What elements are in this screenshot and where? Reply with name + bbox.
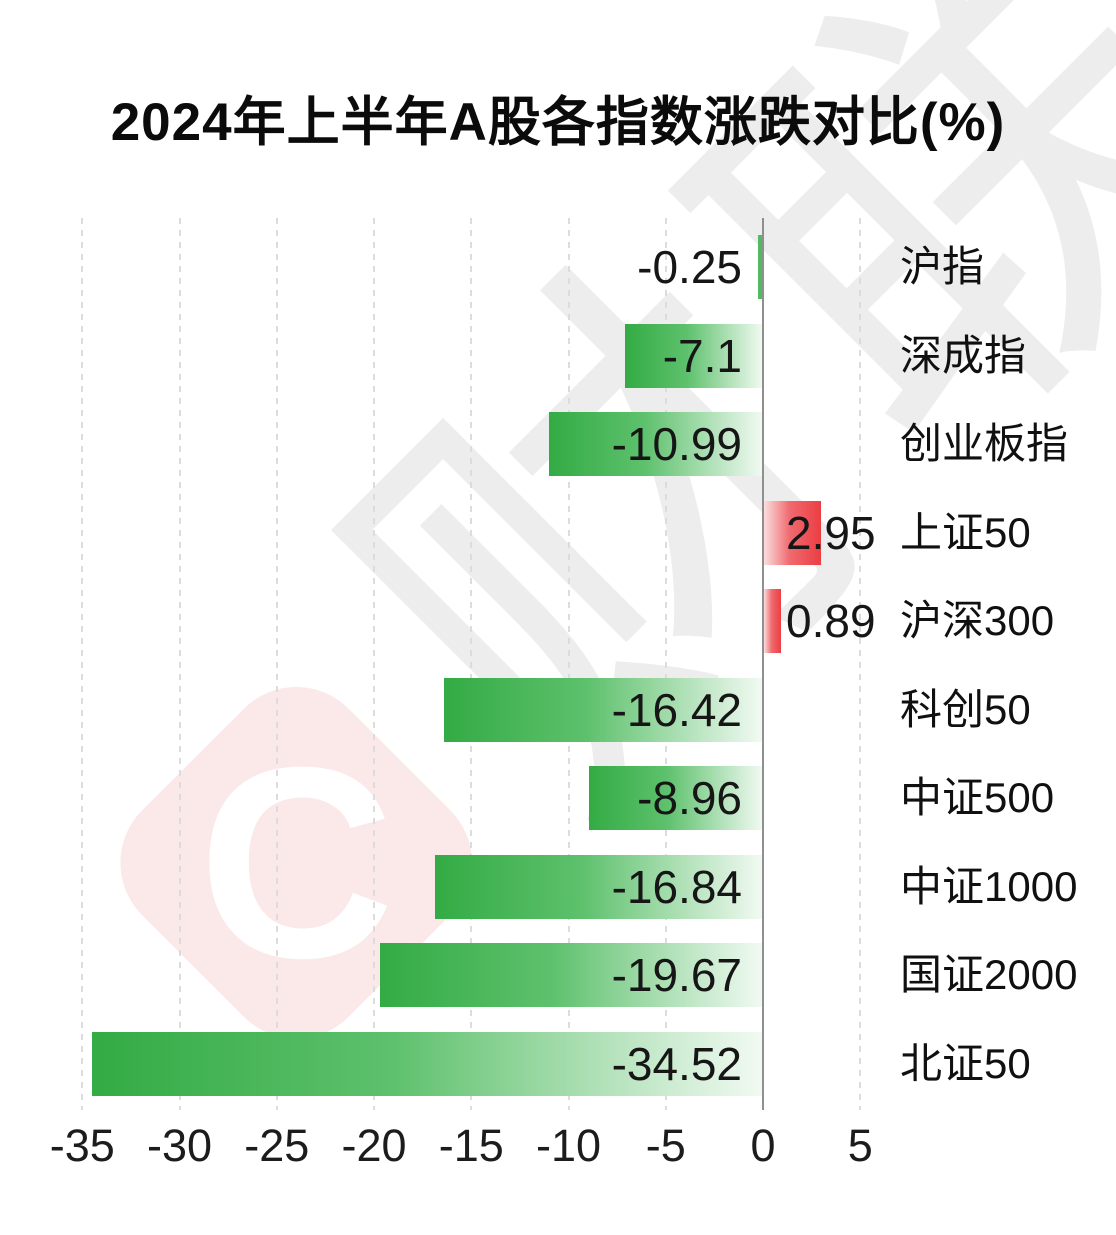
bar-category-label: 深成指 <box>900 331 1027 379</box>
x-tick-label: -5 <box>645 1120 686 1171</box>
zero-axis-line <box>762 218 764 1110</box>
page-title: 2024年上半年A股各指数涨跌对比(%) <box>110 93 1006 152</box>
bar-value-label: -7.1 <box>662 329 742 382</box>
bar-category-label: 科创50 <box>900 685 1031 733</box>
bar-value-label: -0.25 <box>637 241 742 293</box>
x-tick-label: 5 <box>847 1120 873 1171</box>
bar-value-label: -8.96 <box>637 772 742 824</box>
x-tick-label: -25 <box>244 1120 310 1171</box>
x-tick-label: 0 <box>750 1120 776 1171</box>
x-tick-label: -20 <box>341 1120 407 1171</box>
bar-category-label: 国证2000 <box>900 951 1078 998</box>
bar-value-label: -16.42 <box>611 683 742 736</box>
grid-line <box>567 218 570 1110</box>
bar <box>549 412 763 476</box>
bar-category-label: 沪深300 <box>900 597 1055 644</box>
bar-category-label: 中证500 <box>900 774 1055 821</box>
bar <box>625 323 763 388</box>
bar-category-label: 沪指 <box>900 243 985 290</box>
x-tick-label: -10 <box>535 1120 602 1171</box>
bar-value-label: -10.99 <box>611 418 742 470</box>
bar <box>764 500 821 565</box>
bar-value-label: -19.67 <box>611 949 742 1001</box>
bar <box>764 589 781 653</box>
bar-value-label: -16.84 <box>611 860 742 913</box>
x-tick-label: -35 <box>49 1120 115 1171</box>
bar <box>589 766 763 830</box>
bar-value-label: 2.95 <box>786 506 876 559</box>
grid-line <box>81 218 84 1110</box>
bar-category-label: 创业板指 <box>900 420 1069 467</box>
bar-value-label: -34.52 <box>611 1037 742 1090</box>
bar <box>758 235 763 299</box>
x-tick-label: -15 <box>438 1120 504 1171</box>
bar-category-label: 中证1000 <box>900 862 1078 910</box>
bar-category-label: 北证50 <box>900 1039 1031 1087</box>
bar-value-label: 0.89 <box>786 595 876 647</box>
grid-line <box>664 218 667 1110</box>
grid-line <box>859 218 862 1110</box>
bar-category-label: 上证50 <box>900 508 1031 556</box>
x-tick-label: -30 <box>146 1120 213 1171</box>
